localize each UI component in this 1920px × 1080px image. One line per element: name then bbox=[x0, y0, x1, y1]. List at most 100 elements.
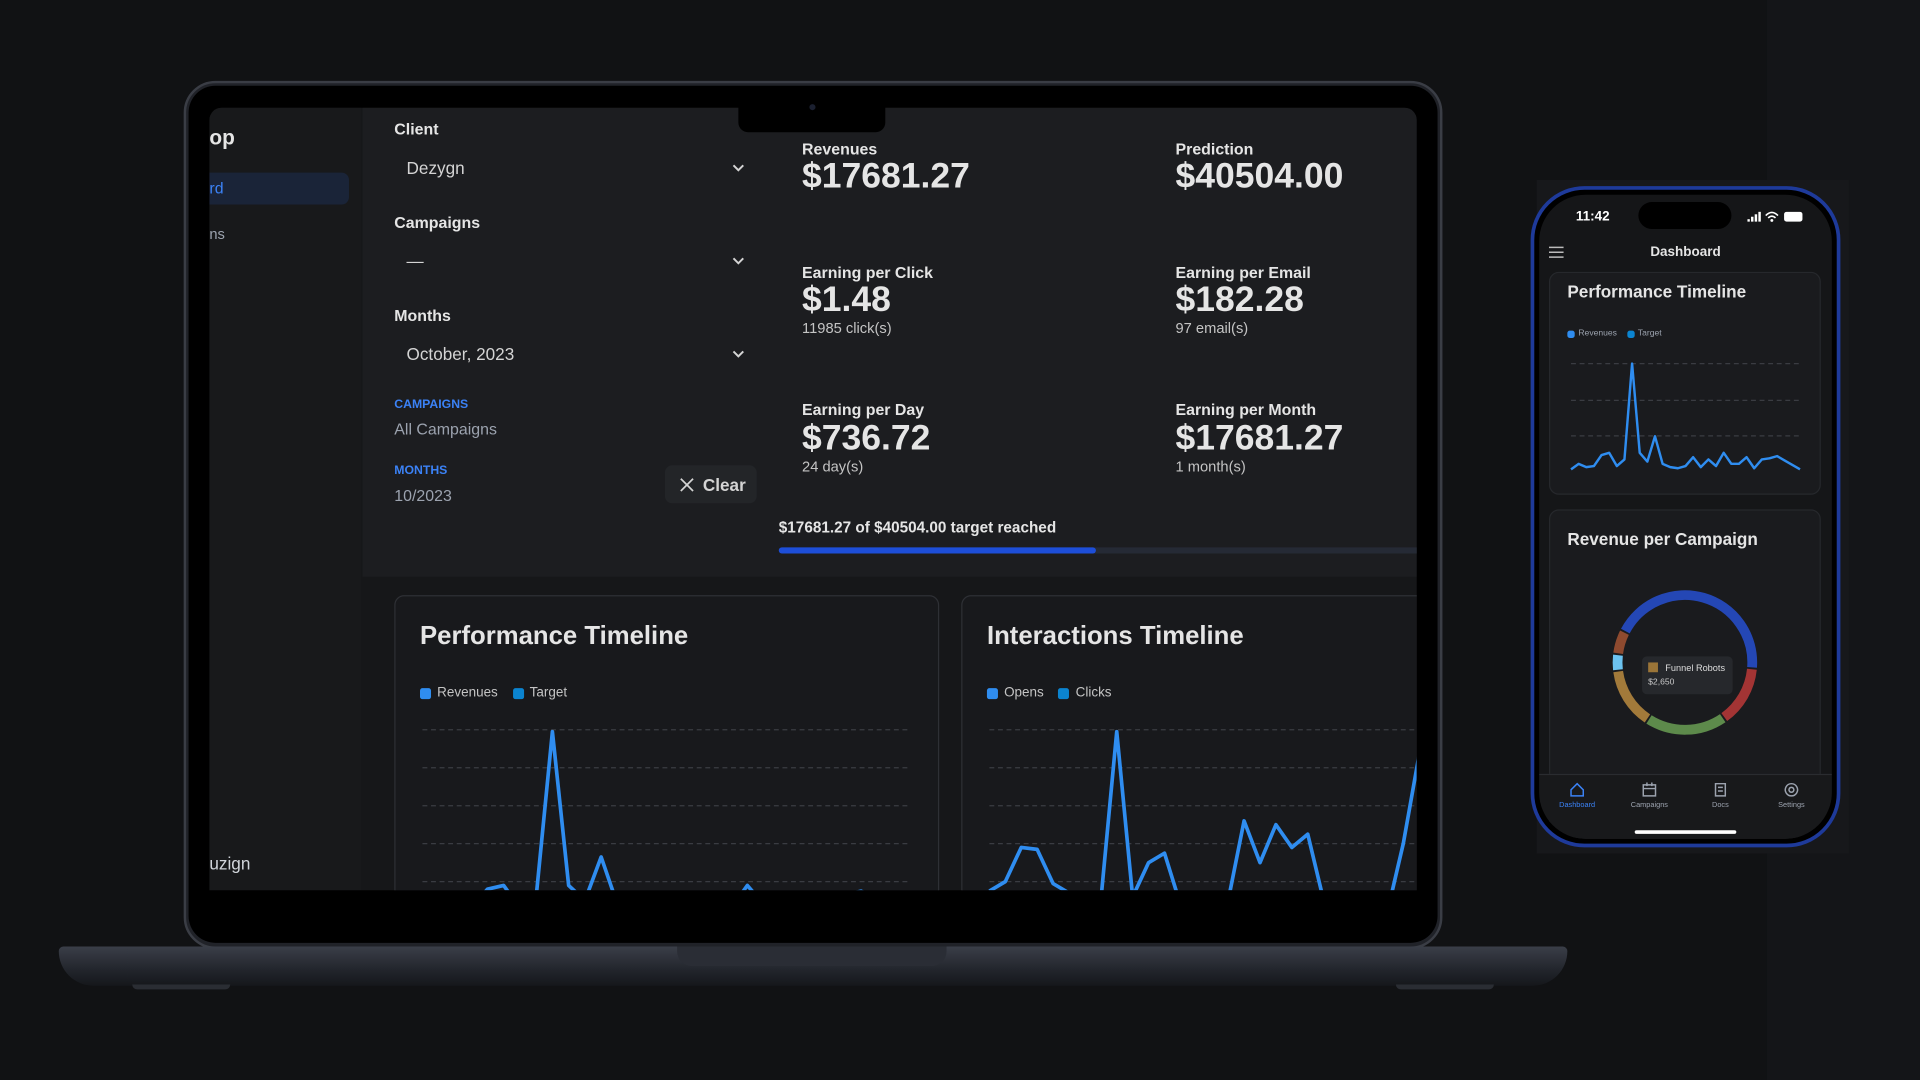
filter-label: Client bbox=[394, 120, 439, 139]
tab-label[interactable]: Settings bbox=[1778, 802, 1805, 810]
user-name: uzign bbox=[209, 853, 251, 874]
nav-item[interactable]: ns bbox=[209, 225, 225, 243]
signal-bar bbox=[1751, 216, 1754, 222]
stat-note: 11985 click(s) bbox=[802, 319, 892, 337]
laptop-foot bbox=[132, 984, 231, 990]
legend: Opens Clicks bbox=[986, 685, 1119, 701]
tooltip-value: $2,650 bbox=[1648, 678, 1675, 687]
stat-value: $1.48 bbox=[802, 280, 891, 320]
legend-item: Target bbox=[512, 685, 568, 701]
tab-glyph[interactable] bbox=[1642, 782, 1657, 797]
stat-note: 24 day(s) bbox=[802, 457, 864, 476]
stat-value: $17681.27 bbox=[802, 156, 970, 196]
nav-active-bg[interactable] bbox=[209, 172, 349, 205]
nav-item[interactable]: rd bbox=[209, 178, 224, 198]
chevron-icon[interactable] bbox=[732, 257, 744, 265]
legend-label: Target bbox=[1637, 329, 1662, 338]
filter-label: Months bbox=[394, 306, 451, 325]
legend-swatch bbox=[1058, 687, 1070, 699]
status-time: 11:42 bbox=[1575, 209, 1610, 225]
legend-label: Target bbox=[529, 685, 568, 701]
legend-label: Opens bbox=[1004, 685, 1044, 701]
donut-segment bbox=[1613, 630, 1629, 655]
laptop-hinge-cut bbox=[677, 946, 947, 967]
stat-note: 1 month(s) bbox=[1175, 457, 1246, 476]
donut-segment bbox=[1721, 668, 1757, 722]
stat-label: Earning per Month bbox=[1175, 400, 1317, 419]
chevron bbox=[732, 350, 744, 358]
legend: Revenues Target bbox=[420, 685, 574, 701]
tab-icon bbox=[1570, 782, 1584, 797]
selection-value: 10/2023 bbox=[394, 486, 452, 505]
stat-note: 97 email(s) bbox=[1175, 319, 1249, 337]
laptop-screen: op rd ns uzign Client Dezygn Campaigns — Months O… bbox=[209, 107, 1417, 891]
stat-label: Earning per Email bbox=[1175, 263, 1311, 282]
chevron-icon[interactable] bbox=[732, 350, 744, 358]
legend-item: Clicks bbox=[1058, 686, 1112, 700]
chevron bbox=[732, 164, 744, 172]
phone-header: Dashboard bbox=[1650, 244, 1721, 260]
tab-glyph[interactable] bbox=[1714, 782, 1727, 797]
line-series bbox=[988, 729, 1417, 891]
signal-bar bbox=[1747, 219, 1750, 222]
line-series bbox=[1570, 362, 1801, 471]
legend-item: Revenues bbox=[420, 685, 498, 701]
signal-bar bbox=[1754, 214, 1758, 222]
clear-icon bbox=[680, 478, 694, 492]
legend-swatch bbox=[420, 687, 432, 699]
line-series bbox=[484, 729, 864, 891]
stat-value: $736.72 bbox=[802, 418, 931, 458]
chevron-icon[interactable] bbox=[732, 164, 744, 172]
legend-swatch bbox=[1567, 330, 1575, 338]
laptop-foot bbox=[1395, 984, 1494, 990]
top-panel bbox=[362, 107, 1417, 577]
clear-button[interactable]: Clear bbox=[664, 465, 757, 504]
wifi-dot bbox=[1770, 218, 1774, 222]
tab-icon bbox=[1642, 782, 1657, 797]
chart-title: Interactions Timeline bbox=[986, 622, 1244, 651]
tab-label[interactable]: Dashboard bbox=[1559, 802, 1596, 810]
phone-screen: 11:42 Dashboard Performance Timeline Revenu… bbox=[1539, 194, 1832, 839]
legend-swatch bbox=[512, 687, 524, 699]
clear-label[interactable]: Clear bbox=[702, 475, 746, 495]
tab-glyph[interactable] bbox=[1570, 782, 1584, 797]
chart-card bbox=[394, 595, 940, 891]
x-icon[interactable] bbox=[680, 478, 694, 492]
donut-segment bbox=[1613, 670, 1651, 723]
legend-item: Opens bbox=[986, 685, 1044, 701]
stat-label: Revenues bbox=[802, 139, 878, 158]
tab-glyph[interactable] bbox=[1784, 782, 1799, 797]
sidebar bbox=[209, 107, 362, 891]
dynamic-island bbox=[1638, 202, 1732, 229]
legend-label: Revenues bbox=[1578, 329, 1617, 338]
chart-title: Performance Timeline bbox=[1567, 281, 1747, 302]
battery bbox=[1784, 211, 1803, 222]
progress-label: $17681.27 of $40504.00 target reached bbox=[778, 519, 1057, 537]
stat-value: $17681.27 bbox=[1175, 418, 1344, 458]
chevron bbox=[732, 257, 744, 265]
legend-swatch bbox=[986, 687, 998, 699]
select-value[interactable]: — bbox=[406, 251, 424, 271]
legend-item: Target bbox=[1626, 329, 1662, 338]
donut-segment bbox=[1646, 714, 1726, 735]
select-value[interactable]: October, 2023 bbox=[406, 344, 515, 364]
progress-fill bbox=[778, 547, 1096, 554]
legend-item: Revenues bbox=[1567, 329, 1617, 338]
tab-label[interactable]: Docs bbox=[1712, 802, 1729, 810]
stat-value: $182.28 bbox=[1175, 280, 1304, 320]
tab-label[interactable]: Campaigns bbox=[1630, 802, 1668, 810]
select-value[interactable]: Dezygn bbox=[406, 157, 465, 178]
selection-value: All Campaigns bbox=[394, 420, 497, 439]
signal-bar bbox=[1758, 211, 1761, 222]
stat-label: Prediction bbox=[1175, 139, 1254, 158]
tab-icon bbox=[1714, 782, 1727, 797]
legend-label: Revenues bbox=[437, 685, 498, 701]
tab-bar bbox=[1539, 773, 1832, 839]
filter-label: Campaigns bbox=[394, 213, 481, 232]
legend: Revenues Target bbox=[1567, 329, 1664, 338]
donut-chart bbox=[1612, 590, 1758, 735]
tab-icon bbox=[1784, 782, 1799, 797]
donut-segment bbox=[1620, 590, 1758, 668]
